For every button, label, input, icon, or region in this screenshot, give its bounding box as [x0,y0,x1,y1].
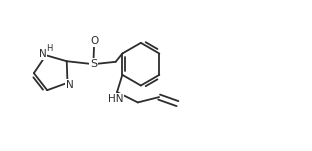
Text: N: N [66,80,74,90]
Text: O: O [90,36,98,46]
Text: N: N [38,49,46,59]
Text: H: H [46,44,53,53]
Text: HN: HN [108,94,123,104]
Text: S: S [90,59,97,69]
